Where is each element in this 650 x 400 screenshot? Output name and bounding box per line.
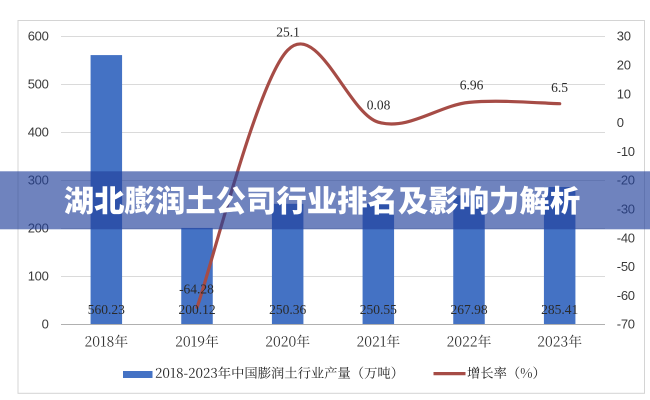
svg-text:10: 10 bbox=[617, 86, 631, 101]
svg-text:6.96: 6.96 bbox=[460, 77, 484, 92]
svg-text:0.08: 0.08 bbox=[367, 97, 391, 112]
svg-text:250.55: 250.55 bbox=[360, 302, 397, 317]
svg-text:6.5: 6.5 bbox=[551, 80, 568, 95]
svg-text:560.23: 560.23 bbox=[88, 302, 125, 317]
svg-text:25.1: 25.1 bbox=[276, 24, 300, 39]
svg-text:400: 400 bbox=[28, 125, 49, 140]
svg-text:-60: -60 bbox=[617, 288, 635, 303]
svg-text:0: 0 bbox=[42, 317, 49, 332]
svg-text:-40: -40 bbox=[617, 230, 635, 245]
svg-text:267.98: 267.98 bbox=[450, 302, 487, 317]
svg-text:600: 600 bbox=[28, 29, 49, 44]
svg-text:-50: -50 bbox=[617, 259, 635, 274]
svg-text:20: 20 bbox=[617, 58, 631, 73]
svg-text:200.12: 200.12 bbox=[178, 302, 215, 317]
svg-text:-64.28: -64.28 bbox=[179, 281, 214, 296]
svg-text:0: 0 bbox=[617, 115, 624, 130]
svg-text:285.41: 285.41 bbox=[541, 302, 578, 317]
svg-text:250.36: 250.36 bbox=[269, 302, 306, 317]
svg-text:30: 30 bbox=[617, 29, 631, 44]
svg-text:-10: -10 bbox=[617, 144, 635, 159]
svg-text:-70: -70 bbox=[617, 317, 635, 332]
svg-text:100: 100 bbox=[28, 269, 49, 284]
svg-text:500: 500 bbox=[28, 77, 49, 92]
